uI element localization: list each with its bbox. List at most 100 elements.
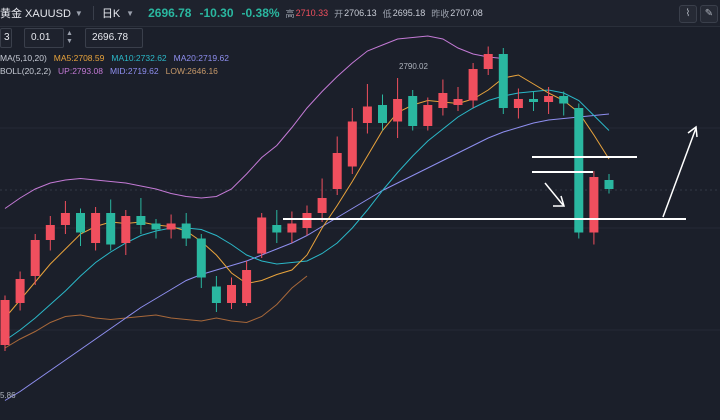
- candle-40[interactable]: [604, 174, 614, 194]
- ma5-line: [4, 74, 610, 319]
- candle-8[interactable]: [121, 210, 131, 255]
- candle-body: [211, 286, 221, 303]
- boll-legend: BOLL(20,2,2) UP:2793.08 MID:2719.62 LOW:264…: [0, 66, 225, 76]
- candle-body: [513, 99, 523, 108]
- candle-body: [544, 96, 554, 102]
- price-change: -10.30: [199, 6, 234, 20]
- ma10-line: [4, 89, 610, 341]
- drawing-tools-icon[interactable]: ✎: [700, 5, 718, 23]
- candle-body: [91, 213, 101, 243]
- candle-body: [287, 223, 297, 233]
- high-value: 2710.33: [295, 8, 329, 18]
- candle-21[interactable]: [317, 178, 327, 223]
- timeframe-label[interactable]: 日K: [101, 8, 121, 20]
- last-price: 2696.78: [148, 6, 192, 20]
- candle-6[interactable]: [91, 207, 101, 251]
- candle-body: [302, 213, 312, 228]
- down-arrow-drawing[interactable]: [544, 182, 566, 207]
- candle-31[interactable]: [468, 63, 478, 108]
- step-input[interactable]: 0.01: [24, 28, 64, 48]
- candle-36[interactable]: [544, 87, 554, 114]
- candle-30[interactable]: [453, 87, 463, 111]
- candle-0[interactable]: [0, 295, 10, 352]
- candle-33[interactable]: [498, 48, 508, 114]
- candle-body: [423, 105, 433, 126]
- symbol-label[interactable]: 黄金 XAUUSD: [0, 8, 71, 20]
- candle-10[interactable]: [151, 219, 161, 239]
- candle-12[interactable]: [181, 213, 191, 246]
- lots-input[interactable]: 3: [0, 28, 12, 48]
- low-label: 低: [382, 8, 392, 19]
- candle-body: [362, 106, 372, 123]
- candle-3[interactable]: [45, 216, 55, 251]
- candle-11[interactable]: [166, 214, 176, 239]
- candle-19[interactable]: [287, 211, 297, 244]
- timeframe-dropdown-icon[interactable]: ▼: [126, 8, 135, 18]
- candle-body: [136, 216, 146, 225]
- candle-body: [498, 54, 508, 108]
- candle-32[interactable]: [483, 46, 493, 76]
- candle-body: [317, 198, 327, 213]
- candle-26[interactable]: [393, 78, 403, 138]
- user-drawings[interactable]: [283, 125, 698, 220]
- candle-16[interactable]: [242, 261, 252, 306]
- candle-body: [272, 225, 282, 233]
- candle-body: [151, 223, 161, 230]
- candle-body: [30, 240, 40, 276]
- candle-20[interactable]: [302, 205, 312, 236]
- chart-type-icon[interactable]: ⌇: [679, 5, 697, 23]
- candle-22[interactable]: [332, 136, 342, 196]
- candle-body: [483, 54, 493, 69]
- candle-2[interactable]: [30, 234, 40, 285]
- candle-5[interactable]: [76, 208, 85, 247]
- candle-body: [559, 96, 569, 104]
- candle-1[interactable]: [15, 271, 25, 311]
- step-stepper[interactable]: ▲ ▼: [66, 30, 73, 46]
- chevron-down-icon[interactable]: ▼: [66, 38, 73, 45]
- candle-body: [227, 285, 236, 303]
- candle-39[interactable]: [589, 171, 599, 245]
- price-change-percent: -0.38%: [241, 6, 280, 20]
- order-price-input[interactable]: 2696.78: [84, 28, 143, 48]
- candle-body: [196, 238, 206, 278]
- header-bar: 黄金 XAUUSD ▼ 日K ▼ 2696.78 -10.30 -0.38% 高…: [0, 0, 720, 27]
- candle-4[interactable]: [60, 201, 70, 234]
- candle-body: [45, 225, 55, 240]
- candle-24[interactable]: [362, 84, 372, 134]
- boll-up-value: UP:2793.08: [58, 66, 103, 76]
- candle-18[interactable]: [272, 210, 282, 243]
- candle-body: [574, 108, 584, 233]
- chevron-up-icon[interactable]: ▲: [66, 30, 73, 37]
- order-toolbar: 3 0.01 ▲ ▼ 2696.78: [0, 27, 143, 49]
- candle-14[interactable]: [211, 276, 221, 312]
- candle-23[interactable]: [347, 108, 357, 174]
- candle-29[interactable]: [438, 79, 448, 116]
- boll-lower-line: [4, 275, 308, 349]
- up-arrow-drawing[interactable]: [662, 125, 698, 218]
- candle-9[interactable]: [136, 198, 146, 234]
- candle-25[interactable]: [378, 94, 387, 131]
- boll-low-value: LOW:2646.16: [165, 66, 218, 76]
- candle-15[interactable]: [227, 277, 236, 310]
- candle-body: [393, 99, 403, 122]
- chart-grid: [0, 127, 720, 331]
- candle-body: [438, 93, 448, 108]
- ma5-value: MA5:2708.59: [53, 53, 105, 63]
- symbol-dropdown-icon[interactable]: ▼: [74, 8, 83, 18]
- candle-body: [76, 213, 85, 233]
- candle-13[interactable]: [196, 234, 206, 288]
- candle-17[interactable]: [257, 213, 267, 258]
- ma20-value: MA20:2719.62: [173, 53, 229, 63]
- candle-body: [166, 223, 176, 230]
- candle-body: [468, 69, 478, 101]
- candle-34[interactable]: [513, 88, 523, 119]
- candle-27[interactable]: [408, 90, 418, 131]
- candle-28[interactable]: [423, 97, 433, 131]
- candle-body: [453, 99, 463, 105]
- candle-35[interactable]: [529, 91, 538, 112]
- candle-7[interactable]: [106, 199, 116, 251]
- candle-37[interactable]: [559, 91, 569, 116]
- prev-close-value: 2707.08: [450, 8, 483, 18]
- candle-body: [106, 213, 116, 245]
